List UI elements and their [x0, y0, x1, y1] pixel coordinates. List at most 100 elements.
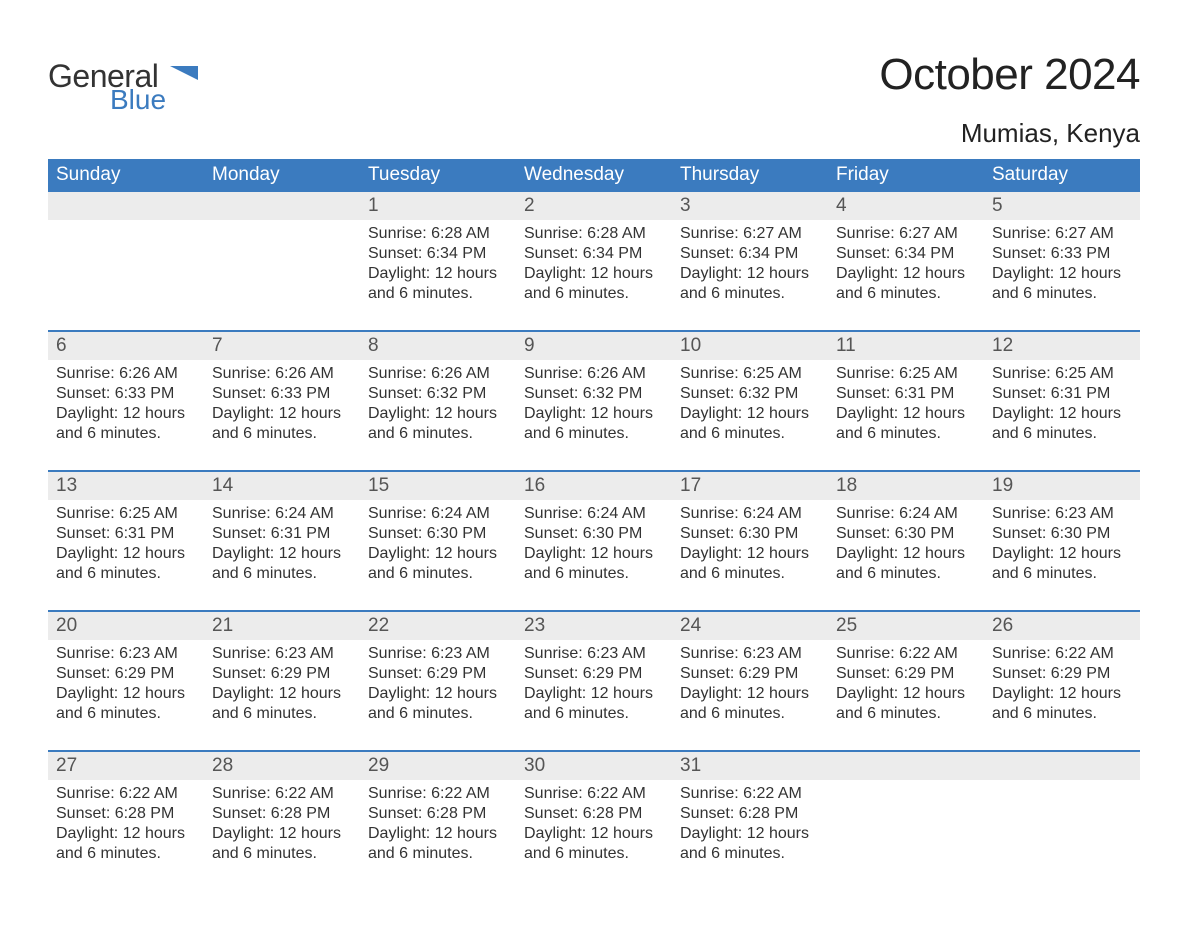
sunset-line: Sunset: 6:28 PM [368, 804, 508, 824]
day-cell: Sunrise: 6:27 AMSunset: 6:34 PMDaylight:… [672, 220, 828, 330]
daynum-row: 2728293031 [48, 752, 1140, 780]
sunset-line: Sunset: 6:29 PM [212, 664, 352, 684]
day-cell: Sunrise: 6:26 AMSunset: 6:33 PMDaylight:… [48, 360, 204, 470]
daylight-line: Daylight: 12 hours and 6 minutes. [56, 404, 196, 444]
day-of-week-header: Sunday Monday Tuesday Wednesday Thursday… [48, 159, 1140, 192]
sunset-line: Sunset: 6:31 PM [836, 384, 976, 404]
sunrise-line: Sunrise: 6:26 AM [368, 364, 508, 384]
title-block: October 2024 Mumias, Kenya [879, 50, 1140, 149]
day-number: 13 [48, 472, 204, 500]
sunset-line: Sunset: 6:30 PM [524, 524, 664, 544]
dow-wednesday: Wednesday [516, 159, 672, 192]
day-number: 5 [984, 192, 1140, 220]
daylight-line: Daylight: 12 hours and 6 minutes. [524, 824, 664, 864]
flag-icon [170, 66, 198, 86]
calendar-week: 2728293031Sunrise: 6:22 AMSunset: 6:28 P… [48, 750, 1140, 890]
daylight-line: Daylight: 12 hours and 6 minutes. [56, 684, 196, 724]
day-cell: Sunrise: 6:22 AMSunset: 6:29 PMDaylight:… [984, 640, 1140, 750]
sunrise-line: Sunrise: 6:25 AM [992, 364, 1132, 384]
day-cell: Sunrise: 6:23 AMSunset: 6:29 PMDaylight:… [672, 640, 828, 750]
daylight-line: Daylight: 12 hours and 6 minutes. [524, 684, 664, 724]
day-cell: Sunrise: 6:22 AMSunset: 6:29 PMDaylight:… [828, 640, 984, 750]
daybody-row: Sunrise: 6:22 AMSunset: 6:28 PMDaylight:… [48, 780, 1140, 890]
day-number: 25 [828, 612, 984, 640]
day-number [828, 752, 984, 780]
sunset-line: Sunset: 6:29 PM [524, 664, 664, 684]
daylight-line: Daylight: 12 hours and 6 minutes. [212, 544, 352, 584]
sunrise-line: Sunrise: 6:28 AM [368, 224, 508, 244]
day-cell: Sunrise: 6:24 AMSunset: 6:31 PMDaylight:… [204, 500, 360, 610]
calendar-week: 12345 Sunrise: 6:28 AM Sunset: 6:34 PM Dayl… [48, 192, 1140, 330]
day-number: 3 [672, 192, 828, 220]
daylight-line: Daylight: 12 hours and 6 minutes. [992, 544, 1132, 584]
day-cell: Sunrise: 6:24 AMSunset: 6:30 PMDaylight:… [516, 500, 672, 610]
sunrise-line: Sunrise: 6:27 AM [680, 224, 820, 244]
sunset-line: Sunset: 6:28 PM [212, 804, 352, 824]
day-cell: Sunrise: 6:23 AMSunset: 6:29 PMDaylight:… [360, 640, 516, 750]
day-number: 30 [516, 752, 672, 780]
day-number: 21 [204, 612, 360, 640]
sunset-line: Sunset: 6:29 PM [56, 664, 196, 684]
daybody-row: Sunrise: 6:26 AMSunset: 6:33 PMDaylight:… [48, 360, 1140, 470]
day-cell: Sunrise: 6:24 AMSunset: 6:30 PMDaylight:… [672, 500, 828, 610]
sunset-line: Sunset: 6:32 PM [680, 384, 820, 404]
calendar-week: 20212223242526Sunrise: 6:23 AMSunset: 6:… [48, 610, 1140, 750]
day-cell: Sunrise: 6:23 AMSunset: 6:30 PMDaylight:… [984, 500, 1140, 610]
day-cell: Sunrise: 6:24 AMSunset: 6:30 PMDaylight:… [828, 500, 984, 610]
sunset-line: Sunset: 6:32 PM [524, 384, 664, 404]
sunrise-line: Sunrise: 6:23 AM [56, 644, 196, 664]
daylight-line: Daylight: 12 hours and 6 minutes. [212, 824, 352, 864]
daylight-line: Daylight: 12 hours and 6 minutes. [836, 404, 976, 444]
dow-sunday: Sunday [48, 159, 204, 192]
daybody-row: Sunrise: 6:28 AM Sunset: 6:34 PM Daylight:… [48, 220, 1140, 330]
sunrise-line: Sunrise: 6:22 AM [212, 784, 352, 804]
daylight-line: Daylight: 12 hours and 6 minutes. [680, 684, 820, 724]
sunset-line: Sunset: 6:30 PM [836, 524, 976, 544]
daybody-row: Sunrise: 6:25 AMSunset: 6:31 PMDaylight:… [48, 500, 1140, 610]
sunrise-line: Sunrise: 6:22 AM [524, 784, 664, 804]
day-cell [204, 220, 360, 330]
daylight-line: Daylight: 12 hours and 6 minutes. [992, 264, 1132, 304]
daylight-line: Daylight: 12 hours and 6 minutes. [992, 684, 1132, 724]
day-number: 2 [516, 192, 672, 220]
day-number: 8 [360, 332, 516, 360]
day-number [984, 752, 1140, 780]
day-number: 4 [828, 192, 984, 220]
header: General Blue October 2024 Mumias, Kenya [48, 50, 1140, 149]
daylight-line: Daylight: 12 hours and 6 minutes. [680, 544, 820, 584]
sunrise-line: Sunrise: 6:23 AM [368, 644, 508, 664]
day-cell [828, 780, 984, 890]
sunrise-line: Sunrise: 6:22 AM [680, 784, 820, 804]
daylight-line: Daylight: 12 hours and 6 minutes. [368, 404, 508, 444]
day-number: 6 [48, 332, 204, 360]
sunset-line: Sunset: 6:30 PM [680, 524, 820, 544]
sunrise-line: Sunrise: 6:24 AM [212, 504, 352, 524]
sunrise-line: Sunrise: 6:22 AM [368, 784, 508, 804]
sunset-line: Sunset: 6:31 PM [212, 524, 352, 544]
day-cell [48, 220, 204, 330]
sunrise-line: Sunrise: 6:22 AM [56, 784, 196, 804]
sunset-line: Sunset: 6:29 PM [992, 664, 1132, 684]
sunset-line: Sunset: 6:29 PM [680, 664, 820, 684]
day-cell: Sunrise: 6:25 AMSunset: 6:31 PMDaylight:… [984, 360, 1140, 470]
day-number: 23 [516, 612, 672, 640]
sunrise-line: Sunrise: 6:25 AM [56, 504, 196, 524]
sunrise-line: Sunrise: 6:24 AM [524, 504, 664, 524]
logo: General Blue [48, 50, 198, 114]
sunrise-line: Sunrise: 6:24 AM [680, 504, 820, 524]
dow-monday: Monday [204, 159, 360, 192]
sunrise-line: Sunrise: 6:25 AM [836, 364, 976, 384]
sunset-line: Sunset: 6:34 PM [680, 244, 820, 264]
daylight-line: Daylight: 12 hours and 6 minutes. [368, 824, 508, 864]
dow-friday: Friday [828, 159, 984, 192]
daylight-line: Daylight: 12 hours and 6 minutes. [524, 264, 664, 304]
sunrise-line: Sunrise: 6:27 AM [836, 224, 976, 244]
day-cell: Sunrise: 6:28 AMSunset: 6:34 PMDaylight:… [360, 220, 516, 330]
daylight-line: Daylight: 12 hours and 6 minutes. [680, 824, 820, 864]
day-number: 26 [984, 612, 1140, 640]
daynum-row: 12345 [48, 192, 1140, 220]
day-cell: Sunrise: 6:24 AMSunset: 6:30 PMDaylight:… [360, 500, 516, 610]
sunset-line: Sunset: 6:33 PM [56, 384, 196, 404]
day-number: 1 [360, 192, 516, 220]
day-cell: Sunrise: 6:28 AMSunset: 6:34 PMDaylight:… [516, 220, 672, 330]
